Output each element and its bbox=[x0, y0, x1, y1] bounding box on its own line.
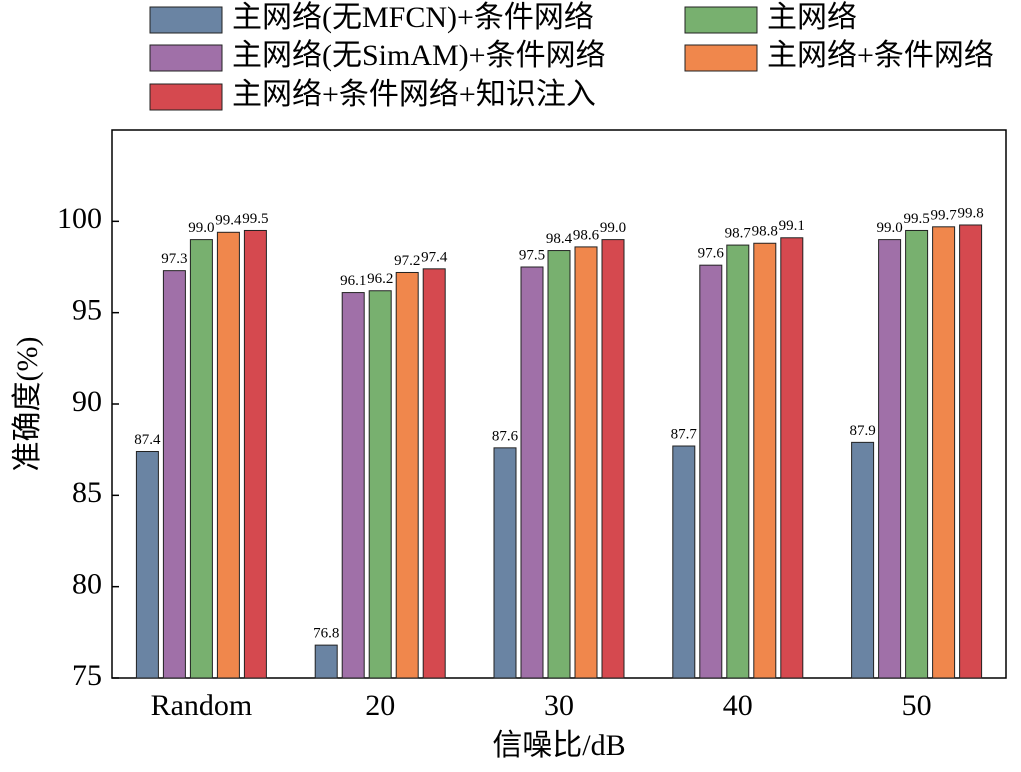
legend-swatch bbox=[684, 44, 758, 72]
value-label: 99.0 bbox=[188, 220, 214, 236]
legend-label: 主网络(无SimAM)+条件网络 bbox=[232, 39, 606, 72]
x-tick-label: 50 bbox=[902, 689, 932, 722]
value-label: 98.7 bbox=[725, 226, 752, 242]
legend-swatch bbox=[149, 44, 223, 72]
x-tick-label: 40 bbox=[723, 689, 753, 722]
y-tick-label: 100 bbox=[57, 202, 102, 235]
bar bbox=[780, 237, 804, 679]
legend-label: 主网络 bbox=[767, 1, 857, 34]
value-label: 76.8 bbox=[313, 626, 339, 642]
value-label: 99.5 bbox=[242, 211, 268, 227]
y-tick-label: 75 bbox=[72, 659, 102, 692]
value-label: 97.6 bbox=[698, 246, 725, 262]
legend-label: 主网络+条件网络+知识注入 bbox=[232, 78, 596, 111]
bar bbox=[520, 266, 544, 679]
bar bbox=[243, 229, 267, 679]
legend-swatch bbox=[149, 83, 223, 111]
value-label: 99.1 bbox=[779, 218, 805, 234]
bar bbox=[547, 250, 571, 679]
y-tick-label: 95 bbox=[72, 294, 102, 327]
bar bbox=[135, 450, 159, 679]
bar bbox=[422, 268, 446, 679]
value-label: 97.5 bbox=[519, 247, 545, 263]
legend-label: 主网络(无MFCN)+条件网络 bbox=[232, 1, 594, 34]
bar bbox=[574, 246, 598, 679]
value-label: 97.4 bbox=[421, 249, 448, 265]
bar bbox=[699, 264, 723, 679]
value-label: 98.6 bbox=[573, 227, 600, 243]
x-axis-label: 信噪比/dB bbox=[492, 729, 625, 762]
bar bbox=[189, 239, 213, 679]
value-label: 87.7 bbox=[671, 426, 698, 442]
bar bbox=[726, 244, 750, 679]
bar bbox=[314, 644, 338, 679]
value-label: 97.2 bbox=[394, 253, 420, 269]
value-label: 99.0 bbox=[600, 220, 626, 236]
value-label: 96.2 bbox=[367, 271, 393, 287]
value-label: 87.9 bbox=[849, 423, 875, 439]
legend-swatch bbox=[149, 6, 223, 34]
bar bbox=[493, 447, 517, 679]
value-label: 98.4 bbox=[546, 231, 573, 247]
bar bbox=[959, 224, 983, 679]
value-label: 96.1 bbox=[340, 273, 366, 289]
bar bbox=[395, 271, 419, 679]
value-label: 99.7 bbox=[930, 207, 957, 223]
y-tick-label: 80 bbox=[72, 568, 102, 601]
bar bbox=[341, 292, 365, 679]
x-tick-label: 20 bbox=[365, 689, 395, 722]
value-label: 99.4 bbox=[215, 213, 242, 229]
bar bbox=[216, 231, 240, 679]
y-tick-label: 85 bbox=[72, 476, 102, 509]
y-tick-label: 90 bbox=[72, 385, 102, 418]
x-tick-label: Random bbox=[151, 689, 253, 722]
y-axis-label: 准确度(%) bbox=[11, 337, 44, 472]
value-label: 97.3 bbox=[161, 251, 187, 267]
bar bbox=[932, 226, 956, 679]
bar bbox=[672, 445, 696, 679]
value-label: 87.4 bbox=[134, 432, 161, 448]
x-tick-label: 30 bbox=[544, 689, 574, 722]
bar bbox=[162, 270, 186, 679]
value-label: 98.8 bbox=[752, 224, 778, 240]
bar bbox=[905, 229, 929, 679]
value-label: 99.0 bbox=[876, 220, 902, 236]
bar bbox=[601, 239, 625, 679]
bar bbox=[878, 239, 902, 679]
value-label: 99.8 bbox=[957, 205, 983, 221]
value-label: 87.6 bbox=[492, 428, 519, 444]
bar bbox=[851, 441, 875, 679]
legend-swatch bbox=[684, 6, 758, 34]
bar bbox=[368, 290, 392, 679]
legend-label: 主网络+条件网络 bbox=[767, 39, 994, 72]
value-label: 99.5 bbox=[903, 211, 929, 227]
bar bbox=[753, 242, 777, 679]
